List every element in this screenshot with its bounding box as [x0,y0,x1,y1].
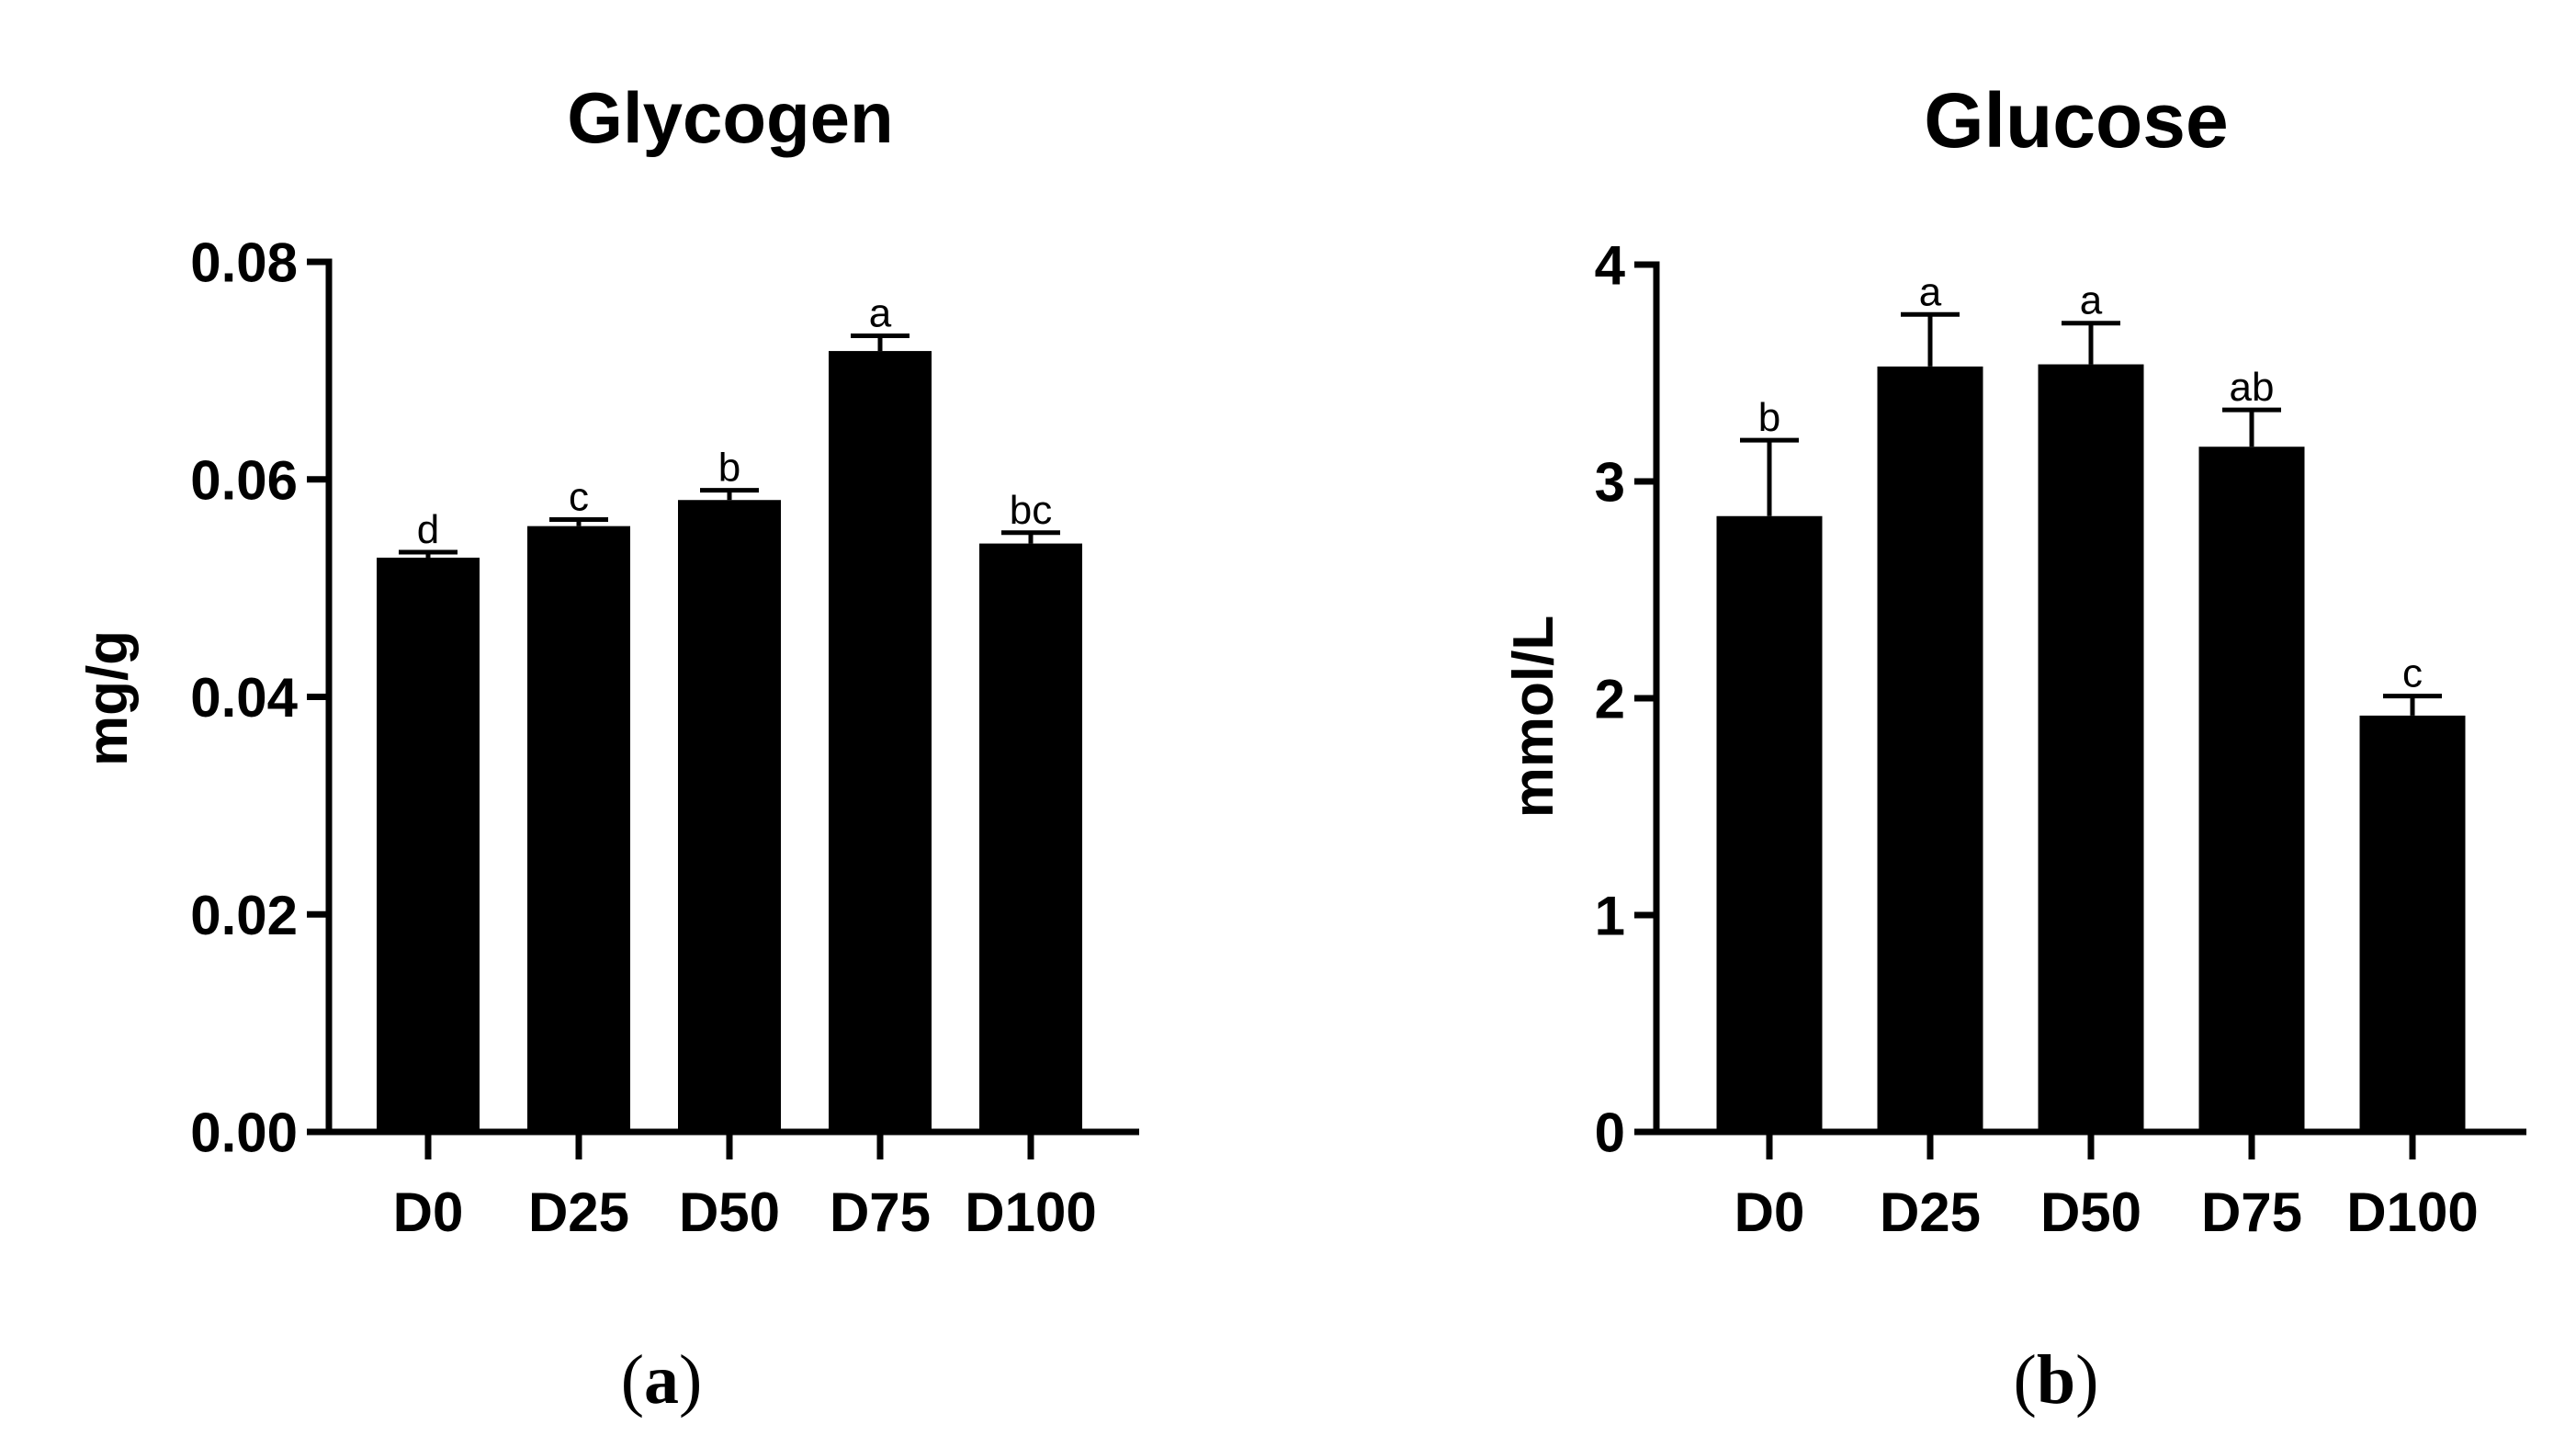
significance-label: c [2402,651,2423,696]
bar-d100 [2359,715,2466,1132]
error-bar-d100 [1001,530,1060,544]
significance-label: c [569,475,589,520]
error-bar-d75 [2222,407,2281,447]
y-tick-label: 0.08 [190,232,298,294]
bar-d100 [979,543,1082,1132]
x-tick-label: D0 [1734,1182,1805,1243]
y-tick-label: 0 [1595,1102,1625,1164]
y-ticks: 0.00 0.02 0.04 0.06 0.08 [190,232,329,1164]
bar-d0 [1716,515,1823,1132]
error-bar-d75 [851,333,910,352]
bar-d75 [2198,447,2305,1132]
x-ticks: D0 D25 D50 D75 D100 [393,1132,1097,1243]
bars [1716,364,2466,1132]
x-tick-label: D100 [965,1182,1096,1243]
bars [377,351,1082,1132]
significance-label: ab [2230,365,2275,410]
y-tick-label: 0.00 [190,1102,298,1164]
x-tick-label: D25 [1880,1182,1981,1243]
error-bar-d100 [2383,694,2442,716]
x-tick-label: D25 [528,1182,629,1243]
error-bar-d25 [1901,311,1960,367]
error-bar-d50 [700,488,759,501]
y-tick-label: 0.06 [190,449,298,511]
error-bar-d0 [399,549,458,558]
bar-d50 [678,500,781,1132]
y-tick-label: 0.02 [190,885,298,946]
x-tick-label: D50 [679,1182,780,1243]
significance-label: b [1758,395,1780,440]
chart-title: Glycogen [567,77,893,158]
significance-label: d [417,507,439,552]
error-bar-d25 [549,517,608,526]
panel-glycogen: Glycogen mg/g 0.00 0.02 0.04 0.06 0.08 d c b a b… [76,77,1139,1419]
y-axis-label: mmol/L [1502,616,1565,818]
caption-letter: a [644,1341,679,1419]
y-axis-label: mg/g [76,630,140,766]
significance-labels: b a a ab c [1758,269,2423,695]
error-bars [399,333,1060,558]
x-tick-label: D100 [2346,1182,2478,1243]
bar-d50 [2038,364,2144,1132]
y-tick-label: 1 [1595,886,1625,947]
x-ticks: D0 D25 D50 D75 D100 [1734,1132,2479,1243]
significance-label: a [2080,278,2103,323]
significance-labels: d c b a bc [417,290,1052,552]
x-tick-label: D0 [393,1182,464,1243]
significance-label: a [869,290,892,335]
bar-d25 [527,526,630,1132]
caption-letter: b [2037,1341,2075,1419]
error-bars [1740,311,2442,716]
y-tick-label: 3 [1595,452,1625,514]
chart-title: Glucose [1924,77,2228,164]
error-bar-d50 [2062,321,2120,365]
significance-label: a [1919,269,1942,314]
bar-d25 [1877,366,1983,1132]
x-tick-label: D50 [2040,1182,2141,1243]
significance-label: b [718,446,740,491]
error-bar-d0 [1740,437,1799,516]
y-tick-label: 4 [1595,235,1626,297]
y-ticks: 0 1 2 3 4 [1595,235,1656,1164]
panel-caption: (b) [2014,1341,2099,1419]
bar-d75 [829,351,932,1132]
x-tick-label: D75 [2201,1182,2302,1243]
significance-label: bc [1010,488,1052,533]
panel-caption: (a) [621,1341,703,1419]
y-tick-label: 0.04 [190,667,298,729]
y-tick-label: 2 [1595,669,1625,730]
bar-d0 [377,557,480,1132]
x-tick-label: D75 [830,1182,931,1243]
